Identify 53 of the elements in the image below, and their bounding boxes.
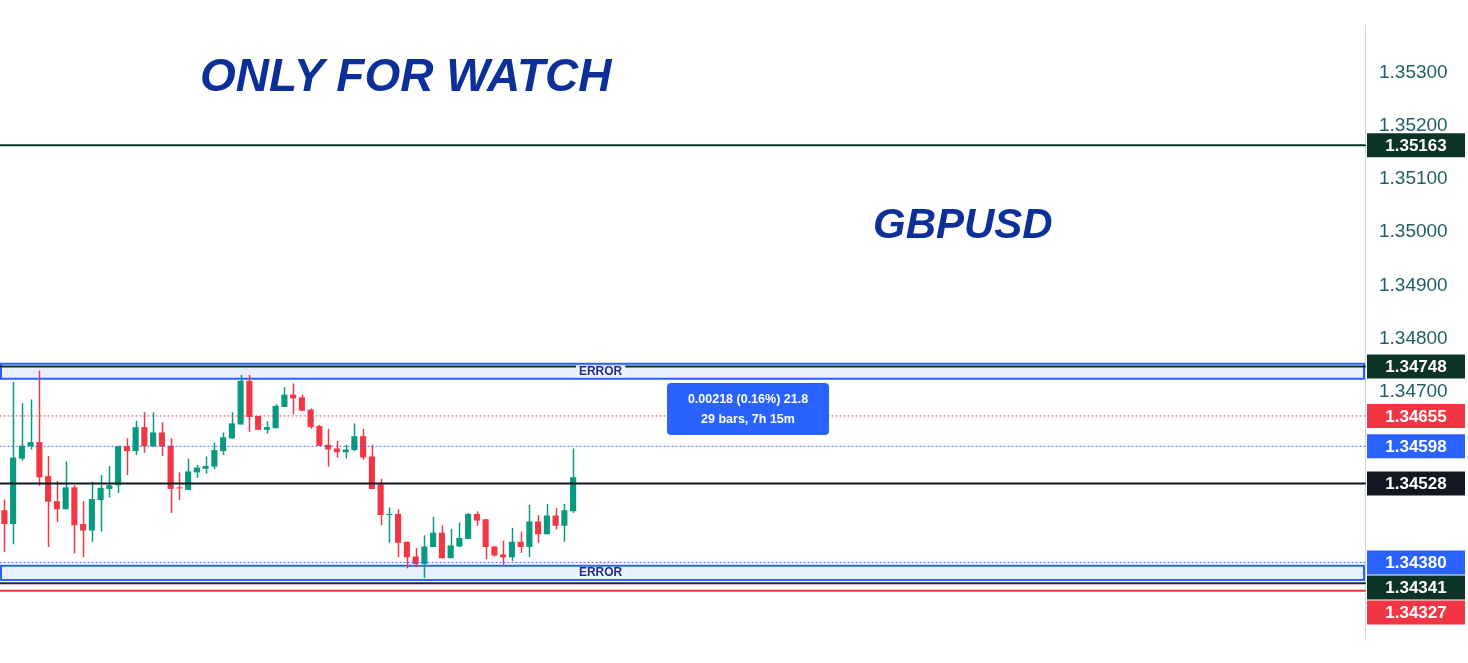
annotation: 29 bars, 7h 15m (700, 411, 796, 428)
ref-line-label: 1.34327 (1385, 603, 1447, 623)
y-tick-label: 1.34900 (1379, 273, 1448, 295)
band-label: ERROR (578, 565, 623, 580)
band-label: ERROR (578, 363, 623, 378)
ref-line-label: 1.34655 (1385, 406, 1447, 426)
candlestick (158, 421, 165, 457)
y-tick-label: 1.35100 (1379, 167, 1448, 189)
candlestick (132, 420, 139, 456)
candlestick (53, 480, 60, 523)
candlestick (430, 515, 437, 548)
candlestick (360, 427, 367, 461)
y-tick-label: 1.35200 (1379, 113, 1448, 135)
candlestick (500, 539, 507, 566)
candlestick (18, 402, 25, 462)
y-tick-label: 1.34700 (1379, 380, 1448, 402)
candlestick (561, 503, 568, 543)
candlestick (447, 528, 454, 559)
candlestick (281, 386, 288, 408)
candlestick (543, 503, 550, 535)
y-tick-label: 1.35000 (1379, 220, 1448, 242)
ref-line-label: 1.34598 (1385, 437, 1447, 457)
candlestick (211, 441, 218, 470)
candlestick (228, 411, 235, 440)
y-tick-label: 1.34800 (1379, 326, 1448, 348)
candlestick (27, 398, 34, 451)
candlestick (325, 427, 332, 468)
candlestick (535, 514, 542, 544)
candlestick (97, 474, 104, 533)
candlestick (106, 465, 113, 499)
candlestick (176, 471, 183, 501)
candlestick (62, 460, 69, 510)
candlestick (508, 527, 515, 562)
candlestick (80, 500, 87, 558)
candlestick (316, 424, 323, 447)
ref-line-label: 1.34380 (1385, 553, 1447, 573)
annotation: 0.00218 (0.16%) 21.8 (686, 391, 810, 408)
candlestick (351, 422, 358, 452)
ref-line-label: 1.34528 (1385, 474, 1447, 494)
candlestick (1, 498, 8, 553)
annotation: GBPUSD (873, 200, 1053, 248)
candlestick (552, 507, 559, 531)
text: ONLY FOR WATCH (200, 48, 612, 102)
candlestick (403, 540, 410, 570)
ref-line-label: 1.34748 (1385, 357, 1447, 377)
ref-line-label: 1.35163 (1385, 135, 1447, 155)
candlestick (456, 521, 463, 548)
candlestick (517, 530, 524, 554)
ref-line-label: 1.34341 (1385, 578, 1447, 598)
candlestick (150, 411, 157, 448)
y-tick-label: 1.35300 (1379, 60, 1448, 82)
label-box: 0.00218 (0.16%) 21.8 29 bars, 7h 15m (667, 383, 829, 435)
candlestick (421, 534, 428, 579)
